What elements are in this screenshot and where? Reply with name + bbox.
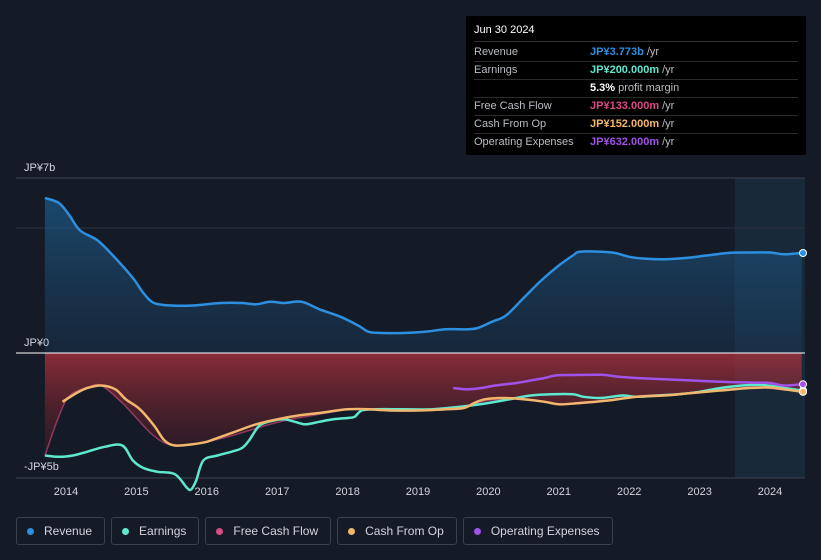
legend-dot-icon: [216, 527, 224, 535]
legend-label: Revenue: [44, 524, 93, 538]
tooltip-label: Free Cash Flow: [474, 100, 552, 112]
legend-label: Operating Expenses: [490, 524, 600, 538]
legend-label: Cash From Op: [365, 524, 444, 538]
operating-expenses-end-marker: [799, 380, 807, 389]
revenue-line: [44, 196, 802, 335]
tooltip-unit: /yr: [646, 46, 660, 58]
tooltip-row-profit-margin: 5.3% profit margin: [474, 80, 798, 98]
tooltip-label: Operating Expenses: [474, 136, 574, 148]
x-tick-2019: 2019: [406, 486, 430, 498]
legend-dot-icon: [348, 527, 356, 535]
legend-dot-icon: [473, 527, 481, 535]
tooltip-value: JP¥632.000m: [590, 136, 660, 148]
tooltip-value: JP¥133.000m: [590, 100, 660, 112]
y-axis-label-top: JP¥7b: [24, 162, 55, 174]
x-tick-2017: 2017: [265, 486, 289, 498]
y-axis-label-bottom: -JP¥5b: [24, 461, 59, 473]
legend-item-cash-from-op[interactable]: Cash From Op: [337, 517, 457, 545]
cash-from-op-line: [61, 384, 802, 447]
x-tick-2016: 2016: [195, 486, 219, 498]
revenue-area: [44, 198, 802, 353]
chart-legend: Revenue Earnings Free Cash Flow Cash From O…: [16, 517, 613, 545]
x-tick-2018: 2018: [335, 486, 359, 498]
tooltip-label: [474, 80, 590, 97]
legend-label: Earnings: [139, 524, 187, 538]
tooltip-date: Jun 30 2024: [474, 23, 798, 42]
legend-dot-icon: [27, 527, 34, 535]
tooltip-unit: /yr: [662, 64, 675, 76]
tooltip-row-cash-from-op: Cash From Op JP¥152.000m/yr: [474, 116, 798, 134]
legend-label: Free Cash Flow: [233, 524, 319, 538]
revenue-end-marker: [799, 249, 807, 257]
operating-expenses-line: [453, 373, 802, 391]
legend-item-earnings[interactable]: Earnings: [111, 517, 200, 545]
tooltip-value: JP¥200.000m: [590, 64, 660, 76]
tooltip-value: 5.3%: [590, 82, 616, 94]
legend-item-free-cash-flow[interactable]: Free Cash Flow: [205, 517, 332, 545]
tooltip-value: JP¥152.000m: [590, 118, 660, 130]
tooltip-row-earnings: Earnings JP¥200.000m/yr: [474, 62, 798, 80]
tooltip-unit: profit margin: [618, 82, 680, 94]
tooltip-row-revenue: Revenue JP¥3.773b/yr: [474, 44, 798, 62]
cash-from-op-end-marker: [799, 387, 807, 396]
x-tick-2014: 2014: [54, 486, 78, 498]
earnings-revenue-chart: JP¥7b JP¥0 -JP¥5b 2014 2015 2016 2017 2018 20…: [16, 162, 807, 498]
x-tick-2021: 2021: [547, 486, 571, 498]
x-tick-2022: 2022: [617, 486, 641, 498]
free-cash-flow-area: [44, 353, 802, 456]
tooltip-row-operating-expenses: Operating Expenses JP¥632.000m/yr: [474, 134, 798, 151]
legend-dot-icon: [122, 527, 130, 535]
x-tick-2023: 2023: [687, 486, 711, 498]
x-tick-2015: 2015: [124, 486, 148, 498]
legend-item-operating-expenses[interactable]: Operating Expenses: [462, 517, 613, 545]
data-tooltip: Jun 30 2024 Revenue JP¥3.773b/yr Earnings J…: [466, 16, 806, 155]
tooltip-unit: /yr: [662, 118, 675, 130]
tooltip-row-free-cash-flow: Free Cash Flow JP¥133.000m/yr: [474, 98, 798, 116]
tooltip-unit: /yr: [662, 100, 675, 112]
tooltip-label: Earnings: [474, 64, 518, 76]
tooltip-label: Cash From Op: [474, 118, 547, 130]
tooltip-label: Revenue: [474, 46, 519, 58]
tooltip-unit: /yr: [662, 136, 675, 148]
legend-item-revenue[interactable]: Revenue: [16, 517, 106, 545]
y-axis-label-zero: JP¥0: [24, 337, 49, 349]
x-tick-2024: 2024: [758, 486, 782, 498]
x-tick-2020: 2020: [476, 486, 500, 498]
tooltip-value: JP¥3.773b: [590, 46, 644, 58]
